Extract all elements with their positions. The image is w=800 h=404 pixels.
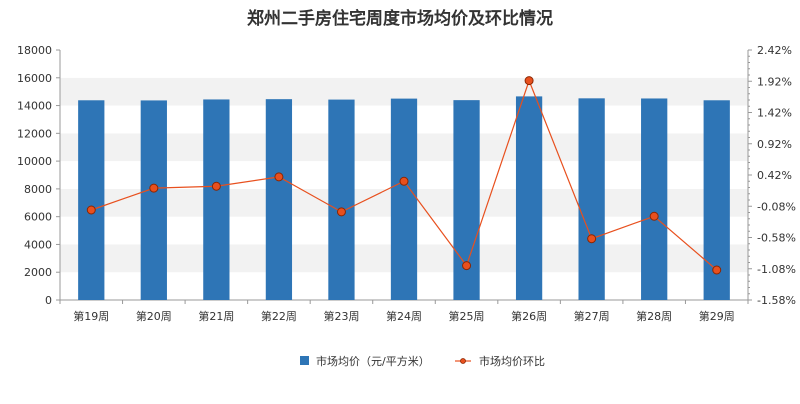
left-tick-label: 0 bbox=[45, 294, 52, 307]
right-tick-label: 2.42% bbox=[757, 44, 792, 57]
left-tick-label: 12000 bbox=[17, 127, 52, 140]
bar bbox=[328, 99, 355, 300]
left-tick-label: 10000 bbox=[17, 155, 52, 168]
line-point bbox=[86, 205, 96, 215]
line-point bbox=[462, 261, 472, 271]
right-tick-label: 0.42% bbox=[757, 169, 792, 182]
bar bbox=[578, 98, 605, 300]
right-tick-label: -0.08% bbox=[757, 200, 796, 213]
line-point bbox=[149, 183, 159, 193]
x-tick-label: 第20周 bbox=[136, 309, 172, 323]
line-point bbox=[587, 234, 597, 244]
line-point bbox=[211, 181, 221, 191]
legend-bar-swatch bbox=[300, 356, 309, 365]
x-tick-label: 第27周 bbox=[574, 309, 610, 323]
left-tick-label: 8000 bbox=[24, 183, 52, 196]
left-tick-label: 4000 bbox=[24, 238, 52, 251]
bar bbox=[390, 98, 418, 300]
left-tick-label: 6000 bbox=[24, 211, 52, 224]
line-point bbox=[399, 176, 409, 186]
grid-band bbox=[60, 50, 748, 78]
right-tick-label: -1.58% bbox=[757, 294, 796, 307]
x-tick-label: 第24周 bbox=[386, 309, 422, 323]
bar bbox=[203, 99, 230, 300]
x-tick-label: 第19周 bbox=[73, 309, 109, 323]
bar bbox=[78, 100, 105, 301]
left-tick-label: 16000 bbox=[17, 72, 52, 85]
right-tick-label: -0.58% bbox=[757, 232, 796, 245]
legend-line-marker bbox=[460, 358, 466, 364]
left-tick-label: 14000 bbox=[17, 100, 52, 113]
bar bbox=[641, 98, 668, 300]
line-point bbox=[274, 172, 284, 182]
x-tick-label: 第29周 bbox=[699, 309, 735, 323]
left-tick-label: 18000 bbox=[17, 44, 52, 57]
legend-bar-label: 市场均价（元/平方米） bbox=[316, 354, 430, 368]
right-tick-label: 0.92% bbox=[757, 138, 792, 151]
right-tick-label: 1.92% bbox=[757, 75, 792, 88]
x-tick-label: 第28周 bbox=[636, 309, 672, 323]
line-point bbox=[336, 207, 346, 217]
right-tick-label: 1.42% bbox=[757, 107, 792, 120]
left-tick-label: 2000 bbox=[24, 266, 52, 279]
right-tick-label: -1.08% bbox=[757, 263, 796, 276]
line-point bbox=[649, 211, 659, 221]
bar bbox=[265, 99, 293, 301]
bar bbox=[515, 96, 543, 300]
line-point bbox=[712, 265, 722, 275]
x-tick-label: 第25周 bbox=[449, 309, 485, 323]
x-tick-label: 第22周 bbox=[261, 309, 297, 323]
chart-title: 郑州二手房住宅周度市场均价及环比情况 bbox=[247, 9, 553, 29]
x-tick-label: 第26周 bbox=[511, 309, 547, 323]
x-tick-label: 第21周 bbox=[198, 309, 234, 323]
legend-line-label: 市场均价环比 bbox=[479, 354, 545, 368]
line-point bbox=[524, 76, 534, 86]
x-tick-label: 第23周 bbox=[323, 309, 359, 323]
bar bbox=[140, 100, 167, 301]
